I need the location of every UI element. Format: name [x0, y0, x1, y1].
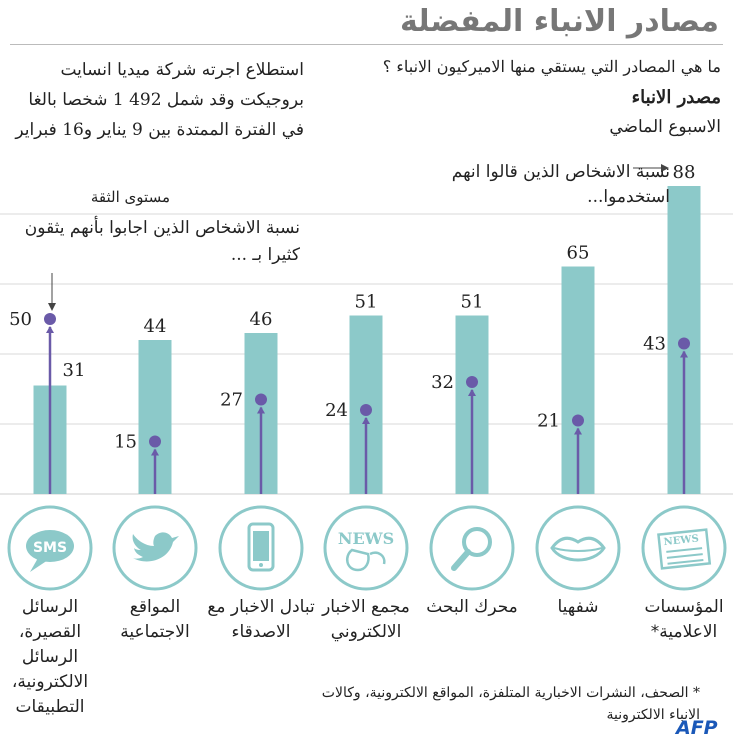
trust-value-label: 32: [431, 372, 454, 393]
category-label: الرسائل القصيرة، الرسائل الالكترونية، ال…: [11, 597, 89, 717]
trust-legend-note: نسبة الاشخاص الذين اجابوا بأنهم يثقون كث…: [24, 218, 300, 265]
category-label: محرك البحث: [426, 597, 518, 617]
page-title: مصادر الانباء المفضلة: [400, 4, 719, 39]
reach-value-label: 65: [567, 243, 590, 264]
trust-dot: [255, 393, 267, 406]
reach-value-label: 46: [250, 309, 273, 330]
news-aggregator-icon: NEWS: [338, 529, 394, 572]
trust-dot: [572, 414, 584, 427]
reach-legend-note: نسبة الاشخاص الذين قالوا انهم استخدموا..…: [451, 162, 670, 207]
sms-icon: SMS: [26, 530, 74, 572]
reach-value-label: 51: [355, 292, 378, 313]
trust-pointer-head: [48, 303, 56, 311]
source-label: مصدر الانباء: [631, 87, 721, 108]
trust-arrow-head: [257, 406, 265, 414]
category-label: المؤسسات الاعلامية*: [644, 597, 724, 642]
newspaper-icon: NEWS: [657, 528, 712, 570]
trust-dot: [360, 404, 372, 416]
survey-note: استطلاع اجرته شركة ميديا انسايت بروجيكت …: [15, 60, 304, 140]
reach-value-label: 51: [461, 292, 484, 313]
svg-text:SMS: SMS: [33, 540, 67, 556]
category-label: مجمع الاخبار الالكتروني: [322, 597, 410, 642]
smartphone-icon: [247, 522, 275, 572]
trust-dot: [44, 313, 56, 325]
trust-value-label: 21: [537, 411, 560, 432]
icon-circles: SMS NEWS NEWS: [7, 505, 727, 591]
trust-arrow-head: [151, 448, 159, 456]
trust-arrow-head: [468, 389, 476, 396]
trust-dot: [149, 435, 161, 448]
footnote: * الصحف، النشرات الاخبارية المتلفزة، الم…: [321, 685, 700, 723]
reach-value-label: 44: [144, 316, 167, 337]
icon-circle: [641, 505, 727, 591]
trust-value-label: 50: [9, 309, 32, 330]
trust-value-label: 43: [643, 334, 666, 355]
category-label: تبادل الاخبار مع الاصدقاء: [207, 597, 315, 642]
trust-arrow-head: [574, 427, 582, 435]
trust-arrows: 50 15 27 24 32 21 43: [9, 309, 690, 494]
trust-value-label: 24: [325, 400, 348, 421]
period-label: الاسبوع الماضي: [609, 117, 721, 137]
trust-value-label: 27: [220, 390, 243, 411]
svg-text:NEWS: NEWS: [663, 533, 699, 548]
lips-icon: [550, 536, 606, 562]
reach-value-label: 31: [63, 360, 86, 381]
trust-legend-title: مستوى الثقة: [90, 188, 170, 206]
trust-arrow-head: [680, 350, 688, 358]
agency-logo: AFP: [676, 717, 718, 739]
reach-pointer-head: [661, 164, 669, 172]
question-text: ما هي المصادر التي يستقي منها الاميركيون…: [382, 57, 721, 76]
title-divider: [10, 44, 723, 45]
icon-circle: [323, 505, 409, 591]
trust-dot: [678, 337, 690, 350]
category-label: شفهيا: [557, 597, 599, 617]
icon-circle: [535, 505, 621, 591]
reach-value-label: 88: [673, 162, 696, 183]
magnifier-icon: [451, 527, 492, 571]
trust-arrow-head: [46, 326, 54, 333]
trust-arrow-head: [362, 417, 370, 424]
category-label: المواقع الاجتماعية: [120, 597, 190, 642]
icon-circle: [429, 505, 515, 591]
trust-dot: [466, 376, 478, 388]
svg-text:NEWS: NEWS: [338, 529, 394, 548]
twitter-bird-icon: [132, 532, 179, 562]
trust-value-label: 15: [114, 432, 137, 453]
